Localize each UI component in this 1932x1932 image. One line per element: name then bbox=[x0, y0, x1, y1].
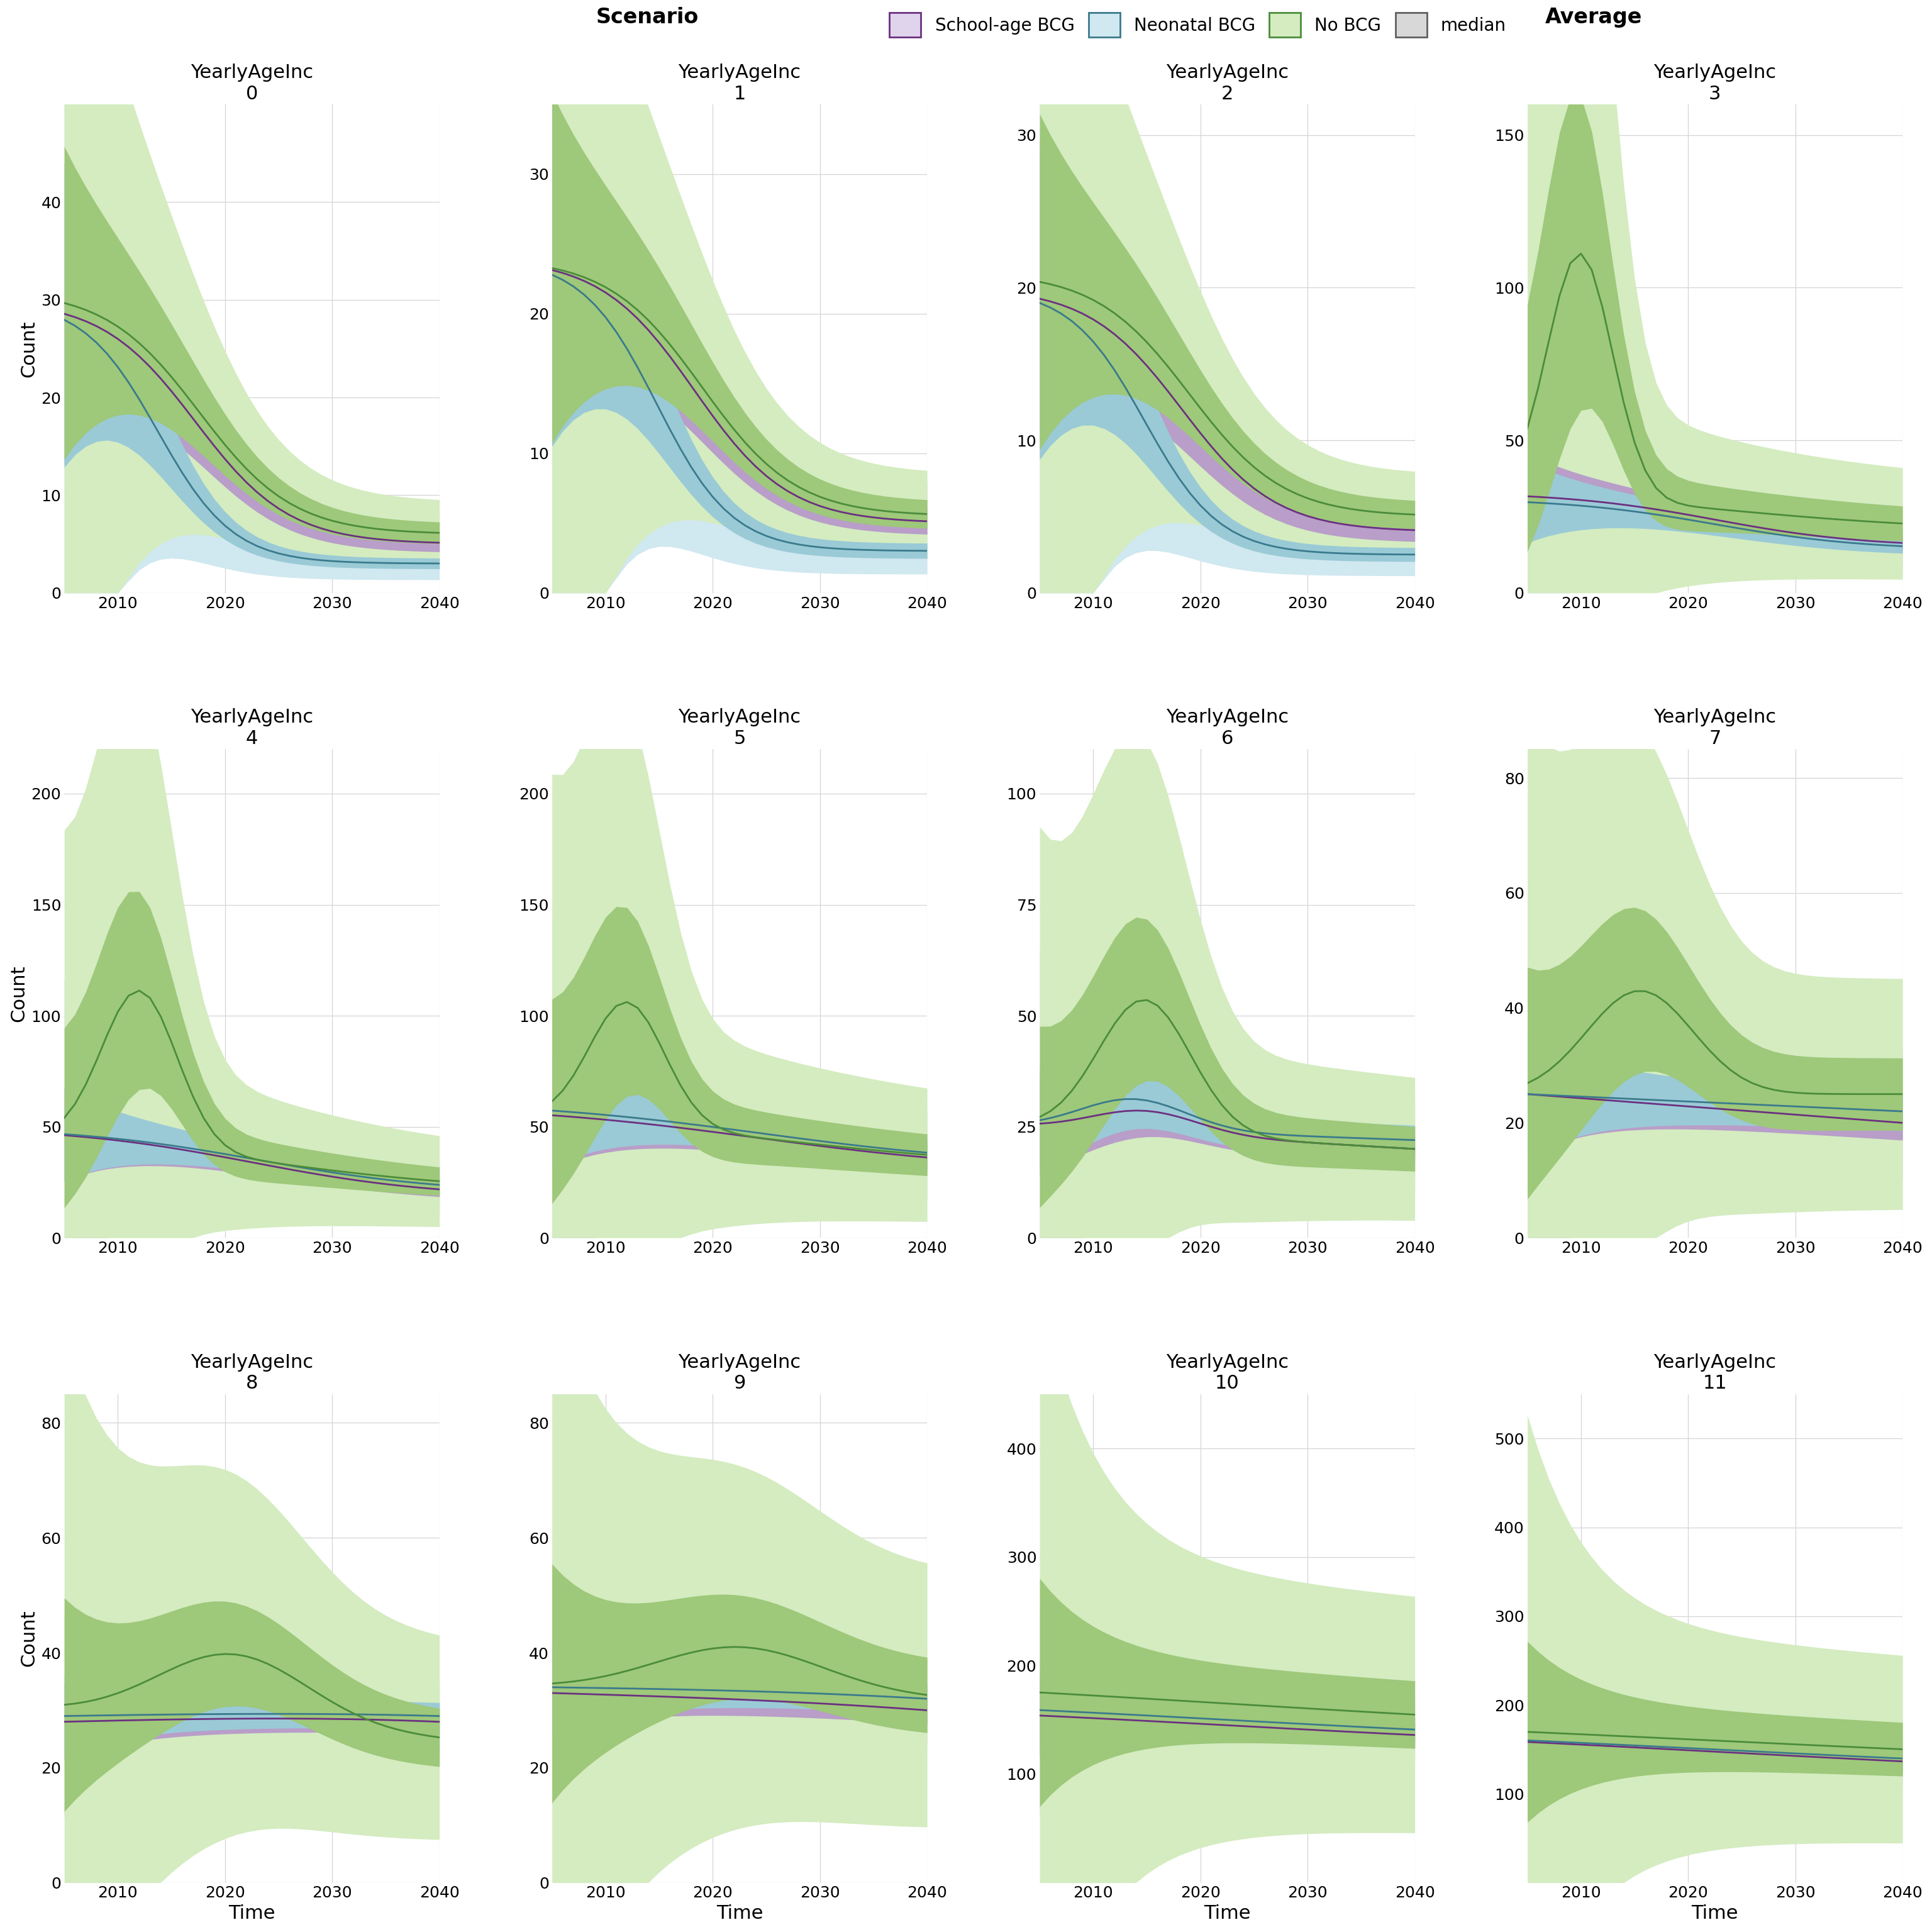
Title: YearlyAgeInc
9: YearlyAgeInc 9 bbox=[678, 1352, 802, 1393]
Title: YearlyAgeInc
1: YearlyAgeInc 1 bbox=[678, 64, 802, 102]
Title: YearlyAgeInc
8: YearlyAgeInc 8 bbox=[191, 1352, 313, 1393]
Y-axis label: Count: Count bbox=[19, 1609, 37, 1667]
Title: YearlyAgeInc
7: YearlyAgeInc 7 bbox=[1654, 709, 1776, 748]
X-axis label: Time: Time bbox=[1204, 1905, 1250, 1922]
Legend: School-age BCG, Neonatal BCG, No BCG, median: School-age BCG, Neonatal BCG, No BCG, me… bbox=[889, 14, 1507, 37]
Text: Scenario: Scenario bbox=[595, 8, 699, 27]
X-axis label: Time: Time bbox=[1692, 1905, 1739, 1922]
Title: YearlyAgeInc
5: YearlyAgeInc 5 bbox=[678, 709, 802, 748]
Title: YearlyAgeInc
0: YearlyAgeInc 0 bbox=[191, 64, 313, 102]
Text: Average: Average bbox=[1546, 8, 1642, 27]
Title: YearlyAgeInc
2: YearlyAgeInc 2 bbox=[1165, 64, 1289, 102]
Y-axis label: Count: Count bbox=[19, 321, 37, 377]
Title: YearlyAgeInc
3: YearlyAgeInc 3 bbox=[1654, 64, 1776, 102]
Title: YearlyAgeInc
4: YearlyAgeInc 4 bbox=[191, 709, 313, 748]
Title: YearlyAgeInc
6: YearlyAgeInc 6 bbox=[1165, 709, 1289, 748]
X-axis label: Time: Time bbox=[228, 1905, 274, 1922]
X-axis label: Time: Time bbox=[717, 1905, 763, 1922]
Title: YearlyAgeInc
11: YearlyAgeInc 11 bbox=[1654, 1352, 1776, 1393]
Y-axis label: Count: Count bbox=[10, 964, 27, 1022]
Title: YearlyAgeInc
10: YearlyAgeInc 10 bbox=[1165, 1352, 1289, 1393]
